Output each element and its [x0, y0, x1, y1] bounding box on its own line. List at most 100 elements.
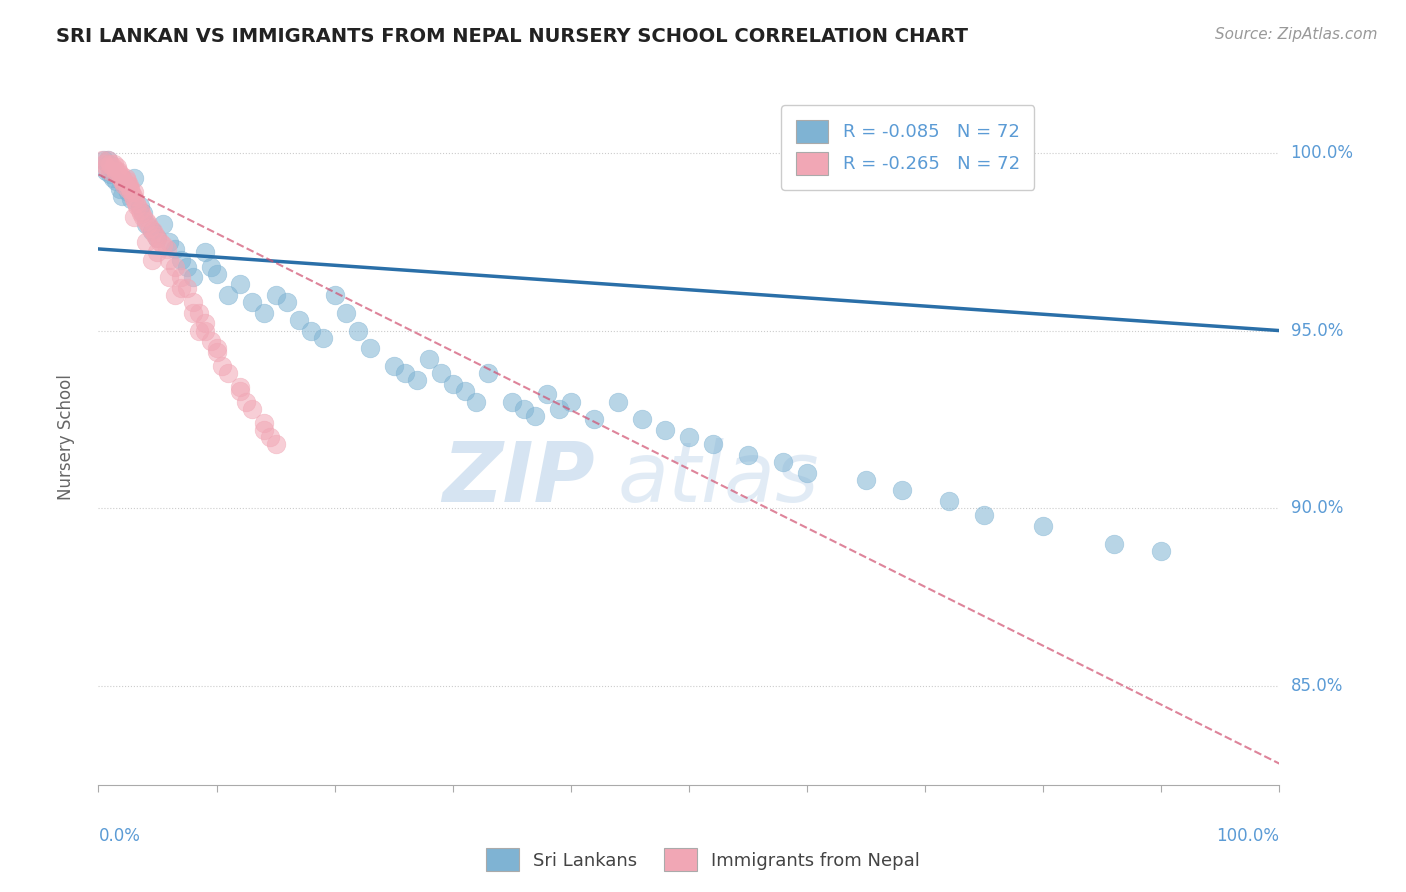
Point: [156, 242, 179, 256]
Point: [121, 192, 143, 206]
Point: [194, 317, 217, 331]
Text: SRI LANKAN VS IMMIGRANTS FROM NEPAL NURSERY SCHOOL CORRELATION CHART: SRI LANKAN VS IMMIGRANTS FROM NEPAL NURS…: [56, 27, 969, 45]
Point: [105, 161, 128, 175]
Text: Source: ZipAtlas.com: Source: ZipAtlas.com: [1215, 27, 1378, 42]
Point: [187, 324, 209, 338]
Point: [253, 416, 276, 430]
Point: [111, 174, 134, 188]
Text: 100.0%: 100.0%: [1216, 827, 1279, 845]
Point: [194, 245, 217, 260]
Point: [938, 494, 960, 508]
Point: [200, 334, 222, 349]
Point: [122, 185, 145, 199]
Point: [157, 235, 180, 249]
Point: [98, 168, 121, 182]
Point: [796, 466, 818, 480]
Text: 95.0%: 95.0%: [1291, 322, 1343, 340]
Point: [105, 168, 128, 182]
Point: [108, 181, 131, 195]
Point: [737, 448, 759, 462]
Point: [111, 188, 134, 202]
Point: [120, 181, 142, 195]
Point: [181, 306, 204, 320]
Text: ZIP: ZIP: [441, 438, 595, 519]
Point: [194, 324, 217, 338]
Point: [253, 423, 276, 437]
Point: [132, 210, 155, 224]
Point: [101, 170, 124, 185]
Point: [122, 210, 145, 224]
Point: [128, 199, 150, 213]
Point: [107, 164, 129, 178]
Point: [205, 344, 228, 359]
Point: [217, 366, 239, 380]
Point: [583, 412, 606, 426]
Point: [125, 195, 148, 210]
Text: 0.0%: 0.0%: [98, 827, 141, 845]
Point: [1032, 518, 1054, 533]
Point: [136, 217, 159, 231]
Point: [105, 174, 128, 188]
Point: [501, 394, 523, 409]
Point: [91, 153, 114, 168]
Point: [1102, 536, 1125, 550]
Point: [94, 161, 117, 175]
Point: [127, 199, 149, 213]
Point: [121, 188, 143, 202]
Point: [152, 217, 174, 231]
Text: atlas: atlas: [619, 438, 820, 519]
Point: [259, 430, 281, 444]
Point: [430, 366, 453, 380]
Point: [97, 153, 120, 168]
Point: [536, 387, 558, 401]
Legend: Sri Lankans, Immigrants from Nepal: Sri Lankans, Immigrants from Nepal: [479, 841, 927, 879]
Y-axis label: Nursery School: Nursery School: [56, 374, 75, 500]
Point: [112, 178, 135, 192]
Point: [146, 245, 169, 260]
Point: [143, 227, 166, 242]
Text: 85.0%: 85.0%: [1291, 676, 1343, 695]
Point: [335, 306, 357, 320]
Point: [121, 185, 143, 199]
Point: [112, 174, 135, 188]
Point: [141, 224, 163, 238]
Point: [170, 252, 193, 267]
Point: [170, 270, 193, 285]
Point: [654, 423, 676, 437]
Point: [122, 170, 145, 185]
Point: [312, 331, 335, 345]
Point: [135, 235, 157, 249]
Point: [135, 213, 157, 227]
Point: [229, 380, 252, 394]
Point: [111, 170, 134, 185]
Point: [157, 252, 180, 267]
Point: [890, 483, 912, 498]
Point: [93, 153, 115, 168]
Point: [235, 394, 257, 409]
Point: [128, 202, 150, 217]
Point: [115, 174, 138, 188]
Point: [288, 313, 311, 327]
Point: [382, 359, 405, 373]
Point: [323, 288, 346, 302]
Point: [560, 394, 582, 409]
Point: [855, 473, 877, 487]
Point: [117, 178, 139, 192]
Legend: R = -0.085   N = 72, R = -0.265   N = 72: R = -0.085 N = 72, R = -0.265 N = 72: [782, 105, 1035, 189]
Point: [418, 351, 440, 366]
Point: [772, 455, 794, 469]
Point: [170, 281, 193, 295]
Point: [253, 306, 276, 320]
Point: [146, 231, 169, 245]
Point: [217, 288, 239, 302]
Point: [103, 157, 125, 171]
Point: [117, 185, 139, 199]
Point: [205, 342, 228, 356]
Point: [211, 359, 233, 373]
Point: [93, 157, 115, 171]
Point: [678, 430, 700, 444]
Point: [105, 164, 128, 178]
Point: [187, 306, 209, 320]
Point: [149, 235, 172, 249]
Point: [465, 394, 488, 409]
